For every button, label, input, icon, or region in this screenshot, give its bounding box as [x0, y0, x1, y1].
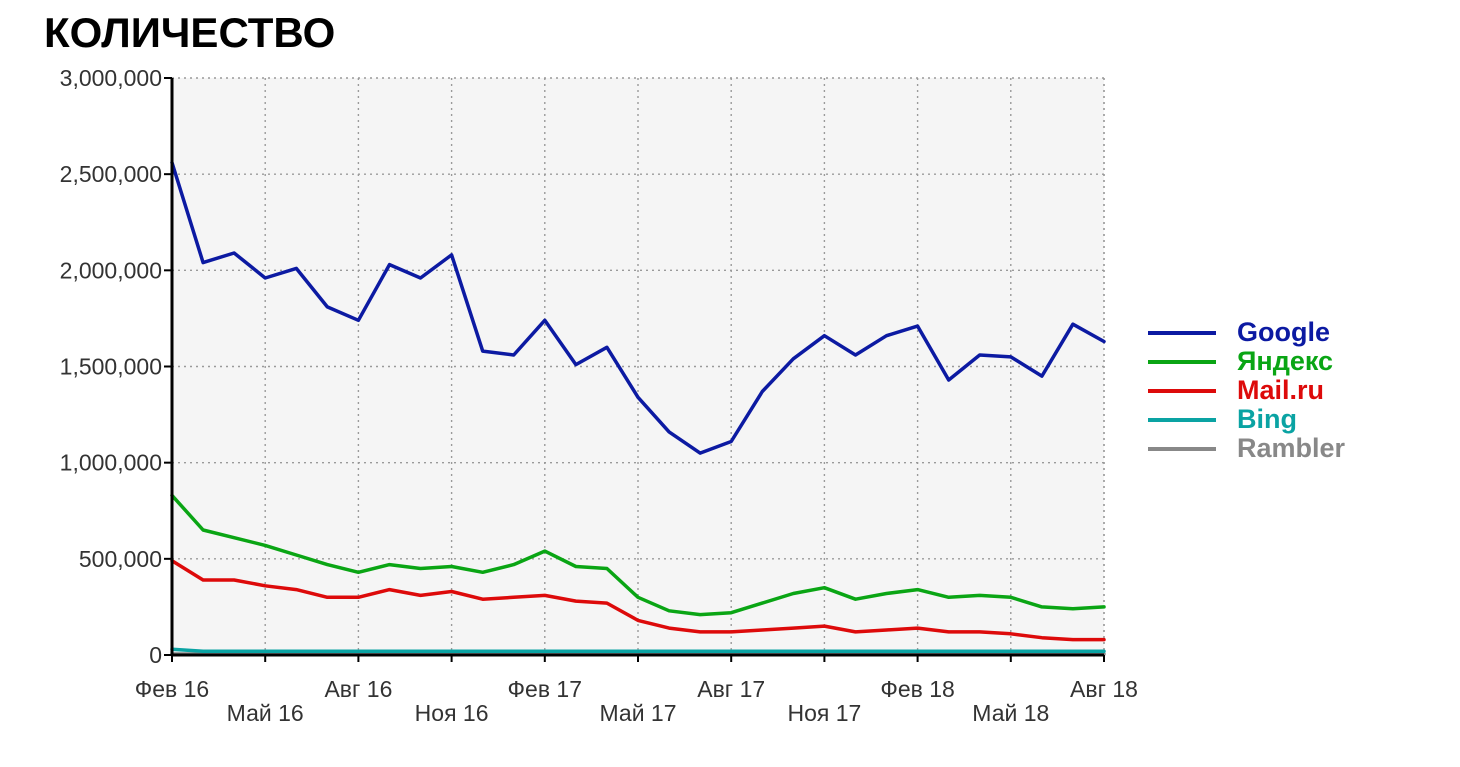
legend-item-mailru[interactable]: Mail.ru	[1148, 376, 1438, 405]
x-tick-label: Ноя 16	[415, 700, 489, 726]
x-tick-label: Май 16	[227, 700, 304, 726]
x-tick-label: Авг 18	[1070, 676, 1138, 702]
legend-item-bing[interactable]: Bing	[1148, 405, 1438, 434]
x-tick-label: Фев 17	[508, 676, 582, 702]
legend-label: Rambler	[1237, 433, 1346, 463]
legend-item-rambler[interactable]: Rambler	[1148, 434, 1438, 463]
y-tick-label: 2,500,000	[60, 161, 162, 187]
legend-swatch	[1148, 330, 1216, 335]
legend-item-yandex[interactable]: Яндекс	[1148, 347, 1438, 376]
y-tick-label: 0	[149, 642, 162, 668]
y-tick-label: 3,000,000	[60, 65, 162, 91]
legend-swatch	[1148, 388, 1216, 393]
series-line-яндекс[interactable]	[170, 493, 1106, 617]
legend-swatch	[1148, 359, 1216, 364]
legend-label: Mail.ru	[1237, 375, 1325, 405]
chart-title: КОЛИЧЕСТВО	[44, 9, 336, 56]
legend-label: Google	[1237, 317, 1330, 347]
y-tick-label: 2,000,000	[60, 257, 162, 283]
y-tick-label: 1,500,000	[60, 354, 162, 380]
legend: Google Яндекс Mail.ru Bing Rambler	[1148, 318, 1438, 463]
x-tick-label: Авг 17	[697, 676, 765, 702]
y-tick-labels: 0 500,000 1,000,000 1,500,000 2,000,000 2,500…	[60, 65, 162, 668]
series-line-google[interactable]	[170, 160, 1106, 455]
x-tick-label: Май 17	[599, 700, 676, 726]
x-tick-label: Фев 16	[135, 676, 209, 702]
x-tick-label: Авг 16	[324, 676, 392, 702]
legend-swatch	[1148, 417, 1216, 422]
legend-label: Bing	[1237, 404, 1297, 434]
x-tick-label: Май 18	[972, 700, 1049, 726]
x-tick-label: Ноя 17	[787, 700, 861, 726]
legend-swatch	[1148, 446, 1216, 451]
axes	[164, 77, 1105, 662]
legend-item-google[interactable]: Google	[1148, 318, 1438, 347]
x-tick-label: Фев 18	[880, 676, 954, 702]
series-line-mail-ru[interactable]	[170, 559, 1106, 642]
x-tick-labels: Фев 16 Май 16 Авг 16 Ноя 16 Фев 17 Май 17 Авг …	[135, 676, 1138, 726]
grid	[172, 77, 1105, 655]
y-tick-label: 500,000	[79, 546, 162, 572]
y-tick-label: 1,000,000	[60, 450, 162, 476]
legend-label: Яндекс	[1237, 346, 1334, 376]
series-line-bing[interactable]	[170, 647, 1106, 653]
